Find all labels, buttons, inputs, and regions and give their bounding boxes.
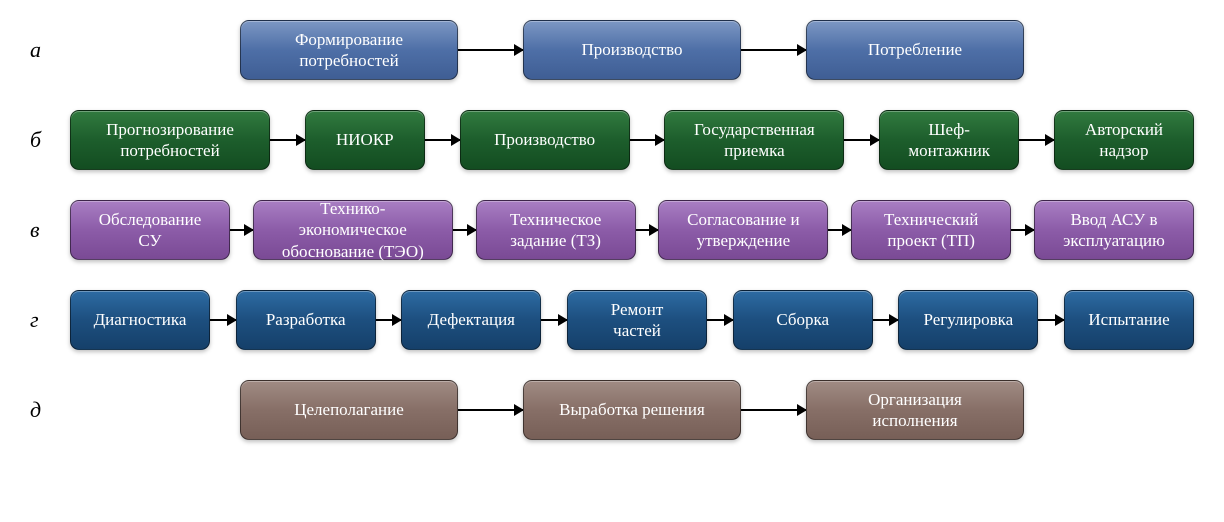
flow-row-б: б Прогнозированиепотребностей НИОКР Произво… bbox=[30, 110, 1194, 170]
arrow-icon bbox=[453, 229, 476, 231]
arrow-icon bbox=[844, 139, 879, 141]
flow-row-а: а Формированиепотребностей Производство Пот… bbox=[30, 20, 1194, 80]
arrow-icon bbox=[425, 139, 460, 141]
arrow-icon bbox=[741, 49, 806, 51]
flow-node: Государственнаяприемка bbox=[664, 110, 844, 170]
row-label: а bbox=[30, 37, 60, 63]
flow-node: Дефектация bbox=[401, 290, 541, 350]
arrow-icon bbox=[828, 229, 851, 231]
flow-container: Формированиепотребностей Производство Потр… bbox=[70, 20, 1194, 80]
flow-node: Регулировка bbox=[898, 290, 1038, 350]
flow-row-в: в ОбследованиеСУ Технико-экономическоеобос… bbox=[30, 200, 1194, 260]
arrow-icon bbox=[458, 49, 523, 51]
arrow-icon bbox=[1019, 139, 1054, 141]
flow-node: Диагностика bbox=[70, 290, 210, 350]
row-label: в bbox=[30, 217, 60, 243]
flow-container: Диагностика Разработка Дефектация Ремонтчас… bbox=[70, 290, 1194, 350]
flow-node: Испытание bbox=[1064, 290, 1194, 350]
arrow-icon bbox=[376, 319, 402, 321]
arrow-icon bbox=[1038, 319, 1064, 321]
flow-node: Согласование иутверждение bbox=[658, 200, 828, 260]
flow-node: Техническийпроект (ТП) bbox=[851, 200, 1011, 260]
arrow-icon bbox=[210, 319, 236, 321]
flow-node: Разработка bbox=[236, 290, 376, 350]
arrow-icon bbox=[873, 319, 899, 321]
arrow-icon bbox=[707, 319, 733, 321]
arrow-icon bbox=[1011, 229, 1034, 231]
flow-node: Ввод АСУ вэксплуатацию bbox=[1034, 200, 1194, 260]
flow-node: Выработка решения bbox=[523, 380, 741, 440]
flow-node: Прогнозированиепотребностей bbox=[70, 110, 270, 170]
arrow-icon bbox=[636, 229, 659, 231]
flow-node: Организацияисполнения bbox=[806, 380, 1024, 440]
arrow-icon bbox=[458, 409, 523, 411]
arrow-icon bbox=[270, 139, 305, 141]
flow-container: Прогнозированиепотребностей НИОКР Производ… bbox=[70, 110, 1194, 170]
flow-node: Авторскийнадзор bbox=[1054, 110, 1194, 170]
flow-node: Целеполагание bbox=[240, 380, 458, 440]
flow-node: Шеф-монтажник bbox=[879, 110, 1019, 170]
flow-row-г: г Диагностика Разработка Дефектация Ремонтча… bbox=[30, 290, 1194, 350]
row-label: б bbox=[30, 127, 60, 153]
flow-node: Формированиепотребностей bbox=[240, 20, 458, 80]
flow-node: ОбследованиеСУ bbox=[70, 200, 230, 260]
flow-node: Технико-экономическоеобоснование (ТЭО) bbox=[253, 200, 453, 260]
flow-node: Техническоезадание (ТЗ) bbox=[476, 200, 636, 260]
flow-node: Ремонтчастей bbox=[567, 290, 707, 350]
flow-node: Сборка bbox=[733, 290, 873, 350]
flow-row-д: д Целеполагание Выработка решения Организац… bbox=[30, 380, 1194, 440]
flowchart-diagram: аФормированиепотребностейПроизводствоПот… bbox=[30, 20, 1194, 440]
row-label: г bbox=[30, 307, 60, 333]
arrow-icon bbox=[630, 139, 665, 141]
arrow-icon bbox=[230, 229, 253, 231]
flow-node: НИОКР bbox=[305, 110, 425, 170]
flow-container: Целеполагание Выработка решения Организаци… bbox=[70, 380, 1194, 440]
arrow-icon bbox=[541, 319, 567, 321]
flow-node: Потребление bbox=[806, 20, 1024, 80]
flow-node: Производство bbox=[523, 20, 741, 80]
arrow-icon bbox=[741, 409, 806, 411]
flow-node: Производство bbox=[460, 110, 630, 170]
row-label: д bbox=[30, 397, 60, 423]
flow-container: ОбследованиеСУ Технико-экономическоеобосн… bbox=[70, 200, 1194, 260]
